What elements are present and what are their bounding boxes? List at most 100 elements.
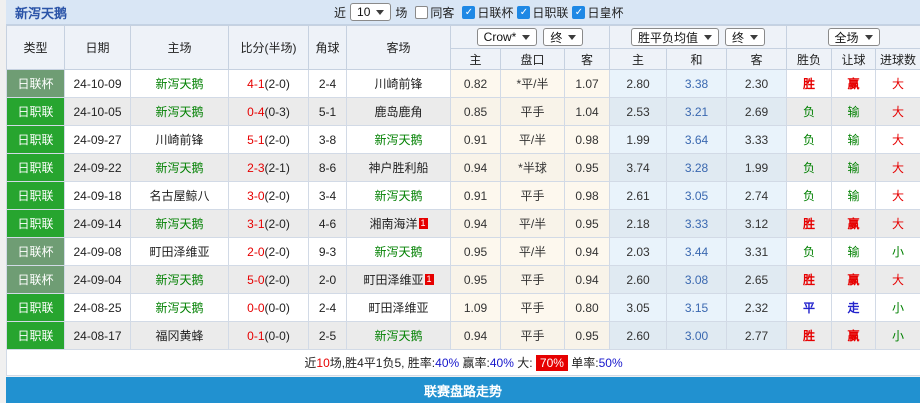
league-type-cell[interactable]: 日职联: [7, 210, 65, 238]
team-name: 町田泽维亚: [149, 245, 209, 259]
checkbox-icon[interactable]: ✓: [517, 6, 530, 19]
fulltime-score: 0-0: [247, 301, 264, 315]
home-team-cell[interactable]: 福冈黄蜂: [131, 322, 229, 350]
asia-away-odds-cell: 0.95: [565, 210, 610, 238]
handicap-cell: 平/半: [501, 126, 565, 154]
summary-seg: 单率:: [568, 356, 599, 370]
fulltime-score: 0-1: [247, 329, 264, 343]
asia-time-value: 终: [550, 29, 562, 46]
league-trend-bar[interactable]: 联赛盘路走势: [6, 377, 920, 403]
home-team-cell[interactable]: 新泻天鹅: [131, 70, 229, 98]
col-header-date: 日期: [65, 26, 131, 70]
col-header-euro-home: 主: [610, 49, 667, 70]
same-away-checkbox[interactable]: [415, 6, 428, 19]
checkbox-icon[interactable]: ✓: [462, 6, 475, 19]
handicap-cell: 平手: [501, 294, 565, 322]
handicap-cell: *半球: [501, 154, 565, 182]
asia-home-odds-cell: 0.95: [451, 266, 501, 294]
away-team-cell[interactable]: 新泻天鹅: [347, 182, 451, 210]
euro-time-select[interactable]: 终: [725, 28, 765, 46]
league-type-cell[interactable]: 日职联: [7, 98, 65, 126]
league-type-cell[interactable]: 日联杯: [7, 266, 65, 294]
euro-draw-odds-cell: 3.21: [667, 98, 727, 126]
score-cell: 0-1(0-0): [229, 322, 309, 350]
home-team-cell[interactable]: 新泻天鹅: [131, 154, 229, 182]
euro-away-odds-cell: 1.99: [727, 154, 787, 182]
away-team-cell[interactable]: 新泻天鹅: [347, 322, 451, 350]
checkbox-icon[interactable]: ✓: [572, 6, 585, 19]
euro-home-odds-cell: 2.80: [610, 70, 667, 98]
league-type-cell[interactable]: 日职联: [7, 154, 65, 182]
euro-draw-odds-cell: 3.08: [667, 266, 727, 294]
euro-draw-odds-cell: 3.64: [667, 126, 727, 154]
away-team-cell[interactable]: 神户胜利船: [347, 154, 451, 182]
euro-draw-odds-cell: 3.44: [667, 238, 727, 266]
home-team-cell[interactable]: 新泻天鹅: [131, 210, 229, 238]
away-team-cell[interactable]: 鹿岛鹿角: [347, 98, 451, 126]
league-type-cell[interactable]: 日职联: [7, 294, 65, 322]
corner-cell: 2-4: [309, 294, 347, 322]
away-team-cell[interactable]: 新泻天鹅: [347, 126, 451, 154]
col-header-result: 胜负: [787, 49, 832, 70]
league-filter-1[interactable]: ✓日职联: [517, 4, 568, 21]
corner-cell: 3-8: [309, 126, 347, 154]
col-header-spread: 让球: [832, 49, 876, 70]
euro-home-odds-cell: 2.18: [610, 210, 667, 238]
col-header-euro-draw: 和: [667, 49, 727, 70]
summary-asia-rate: 40%: [490, 356, 514, 370]
euro-time-value: 终: [732, 29, 744, 46]
summary-seg: 场,胜4平1负5, 胜率:: [330, 356, 435, 370]
score-cell: 2-0(2-0): [229, 238, 309, 266]
col-header-corner: 角球: [309, 26, 347, 70]
league-filter-0[interactable]: ✓日联杯: [462, 4, 513, 21]
euro-away-odds-cell: 2.30: [727, 70, 787, 98]
league-filter-label: 日职联: [532, 4, 568, 21]
corner-cell: 2-0: [309, 266, 347, 294]
score-cell: 5-1(2-0): [229, 126, 309, 154]
goals-result-cell: 大: [876, 182, 920, 210]
league-type-cell[interactable]: 日联杯: [7, 238, 65, 266]
home-team-cell[interactable]: 名古屋鲸八: [131, 182, 229, 210]
asia-provider-value: Crow*: [484, 30, 517, 44]
league-type-cell[interactable]: 日职联: [7, 182, 65, 210]
scope-select[interactable]: 全场: [828, 28, 880, 46]
away-team-cell[interactable]: 町田泽维亚: [347, 294, 451, 322]
goals-result-cell: 大: [876, 210, 920, 238]
fulltime-score: 5-1: [247, 133, 264, 147]
asia-away-odds-cell: 0.80: [565, 294, 610, 322]
away-team-cell[interactable]: 川崎前锋: [347, 70, 451, 98]
asia-odds-header: Crow* 终: [451, 26, 610, 49]
chevron-down-icon: [865, 35, 873, 40]
rank-badge: 1: [419, 218, 428, 229]
home-team-cell[interactable]: 新泻天鹅: [131, 98, 229, 126]
home-team-cell[interactable]: 新泻天鹅: [131, 266, 229, 294]
asia-away-odds-cell: 1.07: [565, 70, 610, 98]
away-team-cell[interactable]: 新泻天鹅: [347, 238, 451, 266]
league-filter-2[interactable]: ✓日皇杯: [572, 4, 623, 21]
home-team-cell[interactable]: 町田泽维亚: [131, 238, 229, 266]
spread-result-cell: 赢: [832, 70, 876, 98]
asia-time-select[interactable]: 终: [543, 28, 583, 46]
games-count-select[interactable]: 10: [350, 3, 391, 21]
halftime-score: (2-0): [265, 77, 290, 91]
league-trend-label: 联赛盘路走势: [424, 381, 502, 400]
goals-result-cell: 大: [876, 266, 920, 294]
asia-provider-select[interactable]: Crow*: [477, 28, 538, 46]
goals-result-cell: 大: [876, 126, 920, 154]
home-team-cell[interactable]: 川崎前锋: [131, 126, 229, 154]
fulltime-score: 0-4: [247, 105, 264, 119]
col-header-type: 类型: [7, 26, 65, 70]
league-type-cell[interactable]: 日职联: [7, 126, 65, 154]
home-team-cell[interactable]: 新泻天鹅: [131, 294, 229, 322]
euro-draw-odds-cell: 3.15: [667, 294, 727, 322]
league-type-cell[interactable]: 日职联: [7, 322, 65, 350]
date-cell: 24-09-04: [65, 266, 131, 294]
euro-type-select[interactable]: 胜平负均值: [631, 28, 719, 46]
league-type-cell[interactable]: 日联杯: [7, 70, 65, 98]
same-away-filter[interactable]: 同客: [415, 4, 454, 21]
